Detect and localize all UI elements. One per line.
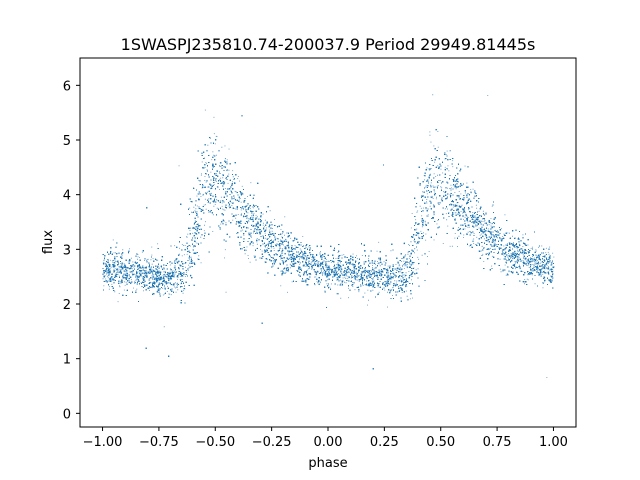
y-axis-ticks: 0 1 2 3 4 5 6 (63, 79, 80, 422)
x-tick-label: −1.00 (83, 435, 123, 450)
x-tick-label: −0.50 (195, 435, 235, 450)
x-axis-label: phase (308, 456, 347, 471)
x-tick-label: −0.75 (139, 435, 179, 450)
x-tick-label: 0.25 (370, 435, 399, 450)
y-tick-label: 0 (63, 407, 71, 422)
chart-title: 1SWASPJ235810.74-200037.9 Period 29949.8… (121, 35, 536, 54)
x-tick-label: 1.00 (539, 435, 568, 450)
x-axis-ticks: −1.00 −0.75 −0.50 −0.25 0.00 0.25 0.50 0.75 1.00 (83, 427, 568, 450)
y-tick-label: 4 (63, 189, 71, 204)
y-tick-label: 2 (63, 298, 71, 313)
y-tick-label: 5 (63, 134, 71, 149)
x-tick-label: 0.75 (483, 435, 512, 450)
y-tick-label: 6 (63, 79, 71, 94)
x-tick-label: −0.25 (252, 435, 292, 450)
y-tick-label: 3 (63, 243, 71, 258)
x-tick-label: 0.50 (426, 435, 455, 450)
y-tick-label: 1 (63, 353, 71, 368)
x-tick-label: 0.00 (314, 435, 343, 450)
y-axis-label: flux (41, 230, 56, 254)
